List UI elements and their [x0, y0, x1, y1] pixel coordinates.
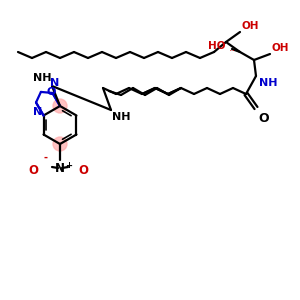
Text: O: O — [78, 164, 88, 176]
Text: N: N — [33, 107, 43, 118]
Text: O: O — [28, 164, 38, 176]
Text: N: N — [55, 162, 65, 175]
Circle shape — [53, 99, 67, 113]
Text: NH: NH — [259, 78, 278, 88]
Text: HO: HO — [208, 41, 226, 51]
Text: O: O — [258, 112, 268, 125]
Text: NH: NH — [32, 73, 51, 83]
Circle shape — [53, 137, 67, 151]
Text: NH: NH — [112, 112, 130, 122]
Text: ··: ·· — [229, 46, 236, 56]
Text: OH: OH — [241, 21, 259, 31]
Text: +: + — [65, 161, 72, 170]
Text: N: N — [50, 78, 59, 88]
Text: OH: OH — [272, 43, 290, 53]
Text: O: O — [47, 87, 56, 97]
Text: -: - — [44, 153, 48, 163]
